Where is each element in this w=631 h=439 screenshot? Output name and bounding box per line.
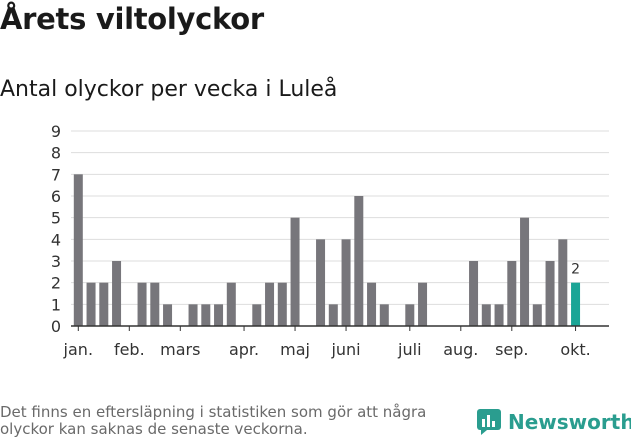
bar (328, 304, 338, 326)
chart-subtitle: Antal olyckor per vecka i Luleå (0, 77, 338, 102)
x-tick-label: maj (280, 340, 310, 359)
x-axis: jan. feb. mars apr. maj juni juli aug. sep. okt. (63, 325, 609, 359)
bar (545, 261, 555, 326)
bars (73, 174, 581, 326)
bar (494, 304, 504, 326)
bar (99, 282, 109, 326)
bar (214, 304, 224, 326)
bar (341, 239, 351, 326)
gridlines (71, 130, 609, 305)
bar-chart: 0 1 2 3 4 5 6 7 8 9 jan. feb. mars apr. maj juni juli au… (51, 122, 609, 359)
y-axis-ticks: 0 1 2 3 4 5 6 7 8 9 (51, 122, 61, 336)
x-tick-label: feb. (114, 340, 145, 359)
bar (163, 304, 173, 326)
bar (265, 282, 275, 326)
brand-logo: Newsworthy (476, 408, 631, 436)
bar (73, 174, 83, 326)
bar (226, 282, 236, 326)
y-tick-label: 8 (51, 144, 61, 163)
y-tick-label: 5 (51, 209, 61, 228)
bar (112, 261, 122, 326)
y-tick-label: 4 (51, 230, 61, 249)
bar (558, 239, 568, 326)
page-title: Årets viltolyckor (0, 2, 264, 36)
bar (201, 304, 211, 326)
x-tick-label: mars (160, 340, 200, 359)
bar-highlight (571, 282, 581, 326)
x-tick-label: juni (330, 340, 360, 359)
bar (507, 261, 517, 326)
bar (137, 282, 147, 326)
bar (418, 282, 428, 326)
bar (469, 261, 479, 326)
bar (252, 304, 262, 326)
data-labels: 2 (571, 262, 580, 278)
data-label: 2 (571, 262, 580, 278)
y-tick-label: 6 (51, 187, 61, 206)
x-tick-label: apr. (229, 340, 259, 359)
bar (354, 196, 364, 326)
y-tick-label: 9 (51, 122, 61, 141)
bar (532, 304, 542, 326)
bar (316, 239, 326, 326)
y-tick-label: 2 (51, 274, 61, 293)
bar (367, 282, 377, 326)
x-tick-label: okt. (560, 340, 590, 359)
footnote: Det finns en eftersläpning i statistiken… (0, 403, 427, 438)
bar (277, 282, 287, 326)
y-tick-label: 1 (51, 295, 61, 314)
y-tick-label: 0 (51, 317, 61, 336)
brand-name: Newsworthy (508, 410, 631, 434)
x-tick-label: aug. (443, 340, 478, 359)
bar (520, 217, 530, 326)
bar (150, 282, 160, 326)
y-tick-label: 7 (51, 165, 61, 184)
x-tick-label: juli (397, 340, 421, 359)
y-tick-label: 3 (51, 252, 61, 271)
bar (481, 304, 491, 326)
bar (379, 304, 389, 326)
x-tick-label: jan. (63, 340, 93, 359)
x-tick-label: sep. (495, 340, 528, 359)
bar (188, 304, 198, 326)
bar (290, 217, 300, 326)
newsworthy-logo-icon (477, 409, 501, 435)
bar (405, 304, 415, 326)
bar (86, 282, 96, 326)
